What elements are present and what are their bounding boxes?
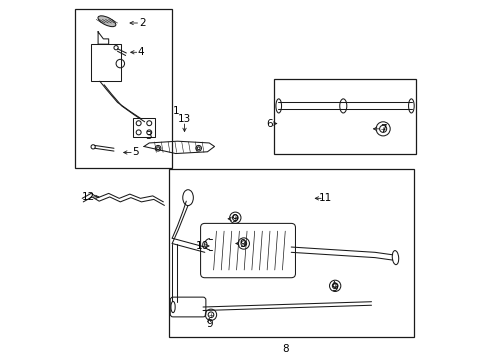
Text: 9: 9: [231, 214, 238, 224]
Bar: [75, 9, 172, 168]
Text: 5: 5: [132, 148, 139, 157]
Bar: [133, 118, 154, 138]
Text: 3: 3: [145, 131, 152, 141]
Text: 1: 1: [172, 106, 179, 116]
Text: 2: 2: [139, 18, 145, 28]
Text: 9: 9: [239, 239, 245, 248]
Text: 6: 6: [266, 118, 273, 129]
Text: 9: 9: [205, 319, 212, 329]
Text: 10: 10: [196, 241, 209, 251]
Text: 12: 12: [82, 192, 95, 202]
Text: 11: 11: [318, 193, 331, 203]
Text: 8: 8: [281, 344, 288, 354]
Ellipse shape: [98, 16, 116, 27]
Bar: [274, 80, 415, 154]
Text: 9: 9: [330, 283, 337, 293]
Bar: [91, 44, 121, 81]
Text: 13: 13: [178, 114, 191, 124]
Bar: [168, 170, 413, 337]
Text: 7: 7: [380, 124, 386, 134]
Text: 4: 4: [138, 47, 144, 57]
